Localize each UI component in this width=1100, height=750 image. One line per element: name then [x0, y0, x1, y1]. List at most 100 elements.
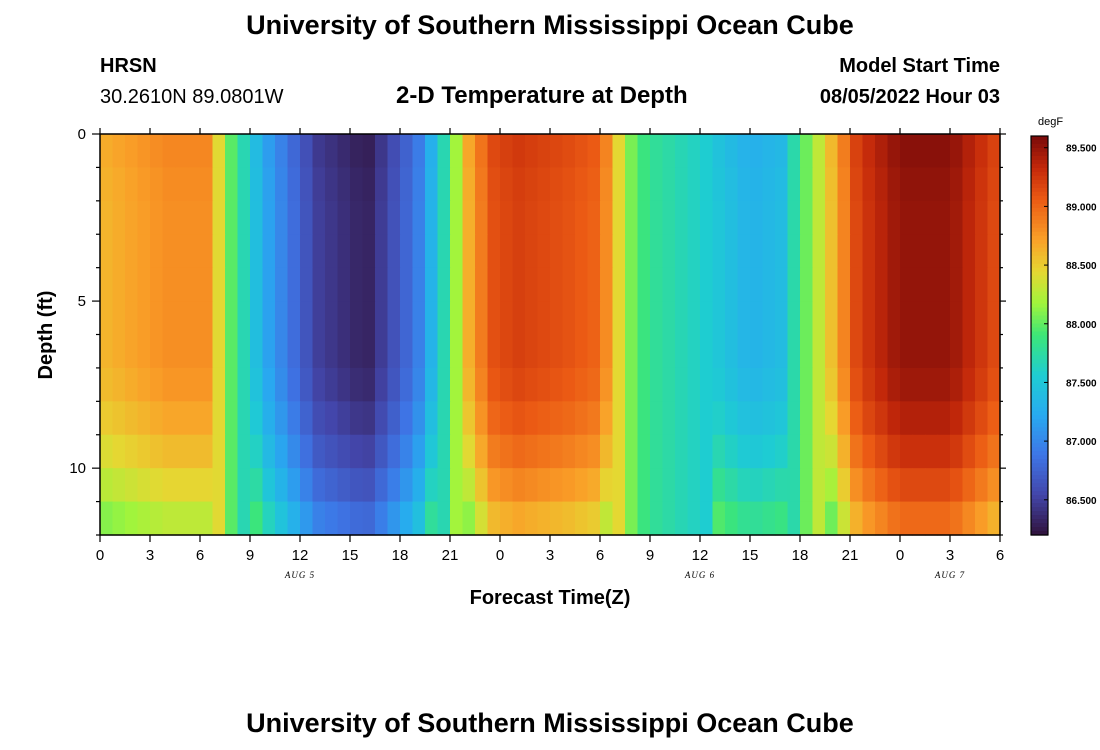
heatmap-cell — [700, 468, 714, 503]
heatmap-cell — [212, 434, 226, 469]
heatmap-cell — [100, 234, 114, 269]
heatmap-cell — [737, 334, 751, 369]
heatmap-cells — [100, 134, 1001, 536]
heatmap-cell — [775, 367, 789, 402]
heatmap-cell — [862, 468, 876, 503]
heatmap-cell — [750, 134, 764, 169]
heatmap-cell — [612, 434, 626, 469]
heatmap-cell — [150, 401, 164, 436]
heatmap-cell — [712, 468, 726, 503]
heatmap-cell — [137, 334, 151, 369]
heatmap-cell — [337, 468, 351, 503]
heatmap-cell — [200, 200, 214, 235]
heatmap-cell — [362, 367, 376, 402]
heatmap-cell — [975, 301, 989, 336]
heatmap-cell — [225, 167, 239, 202]
heatmap-cell — [625, 267, 639, 302]
heatmap-cell — [550, 434, 564, 469]
heatmap-cell — [537, 301, 551, 336]
heatmap-cell — [525, 200, 539, 235]
heatmap-cell — [300, 234, 314, 269]
heatmap-cell — [212, 234, 226, 269]
heatmap-cell — [175, 468, 189, 503]
colorbar-segment — [1031, 351, 1048, 357]
heatmap-cell — [812, 334, 826, 369]
heatmap-cell — [312, 501, 326, 536]
heatmap-cell — [725, 234, 739, 269]
heatmap-cell — [475, 367, 489, 402]
heatmap-cell — [825, 301, 839, 336]
heatmap-cell — [512, 401, 526, 436]
heatmap-cell — [750, 301, 764, 336]
heatmap-cell — [112, 167, 126, 202]
colorbar-segment — [1031, 371, 1048, 376]
heatmap-cell — [625, 301, 639, 336]
heatmap-cell — [737, 134, 751, 169]
colorbar-segment — [1031, 327, 1048, 333]
heatmap-cell — [262, 334, 276, 369]
heatmap-cell — [462, 200, 476, 235]
colorbar-segment — [1031, 411, 1048, 416]
heatmap-cell — [212, 334, 226, 369]
heatmap-cell — [825, 468, 839, 503]
heatmap-cell — [175, 134, 189, 169]
heatmap-cell — [662, 468, 676, 503]
heatmap-cell — [412, 200, 426, 235]
heatmap-cell — [812, 167, 826, 202]
heatmap-cell — [300, 167, 314, 202]
heatmap-cell — [387, 200, 401, 235]
heatmap-cell — [350, 234, 364, 269]
heatmap-cell — [700, 134, 714, 169]
colorbar-segment — [1031, 439, 1048, 444]
heatmap-cell — [125, 200, 139, 235]
heatmap-cell — [312, 167, 326, 202]
heatmap-cell — [312, 234, 326, 269]
heatmap-cell — [487, 267, 501, 302]
heatmap-cell — [450, 134, 464, 169]
heatmap-cell — [625, 401, 639, 436]
heatmap-cell — [412, 234, 426, 269]
heatmap-cell — [337, 267, 351, 302]
heatmap-cell — [912, 167, 926, 202]
heatmap-cell — [462, 167, 476, 202]
colorbar-segment — [1031, 427, 1048, 432]
page-title: University of Southern Mississippi Ocean… — [246, 10, 854, 40]
heatmap-cell — [750, 367, 764, 402]
heatmap-cell — [175, 301, 189, 336]
heatmap-cell — [625, 434, 639, 469]
heatmap-cell — [437, 367, 451, 402]
colorbar-segment — [1031, 283, 1048, 289]
heatmap-cell — [200, 167, 214, 202]
heatmap-cell — [362, 134, 376, 169]
heatmap-cell — [362, 501, 376, 536]
heatmap-cell — [512, 301, 526, 336]
heatmap-cell — [737, 267, 751, 302]
heatmap-cell — [100, 200, 114, 235]
heatmap-cell — [762, 468, 776, 503]
heatmap-cell — [837, 167, 851, 202]
heatmap-cell — [875, 434, 889, 469]
heatmap-cell — [762, 334, 776, 369]
colorbar-segment — [1031, 179, 1048, 185]
heatmap-cell — [100, 167, 114, 202]
heatmap-cell — [875, 401, 889, 436]
heatmap-cell — [862, 501, 876, 536]
heatmap-cell — [850, 267, 864, 302]
heatmap-cell — [962, 334, 976, 369]
heatmap-cell — [862, 334, 876, 369]
heatmap-cell — [912, 200, 926, 235]
heatmap-cell — [612, 267, 626, 302]
heatmap-cell — [112, 200, 126, 235]
heatmap-cell — [225, 401, 239, 436]
heatmap-cell — [150, 234, 164, 269]
heatmap-cell — [275, 167, 289, 202]
heatmap-cell — [925, 434, 939, 469]
heatmap-cell — [112, 367, 126, 402]
heatmap-cell — [612, 167, 626, 202]
heatmap-cell — [800, 367, 814, 402]
heatmap-cell — [675, 267, 689, 302]
heatmap-cell — [562, 434, 576, 469]
x-tick-label: 3 — [946, 547, 954, 564]
heatmap-cell — [950, 434, 964, 469]
heatmap-cell — [987, 501, 1001, 536]
